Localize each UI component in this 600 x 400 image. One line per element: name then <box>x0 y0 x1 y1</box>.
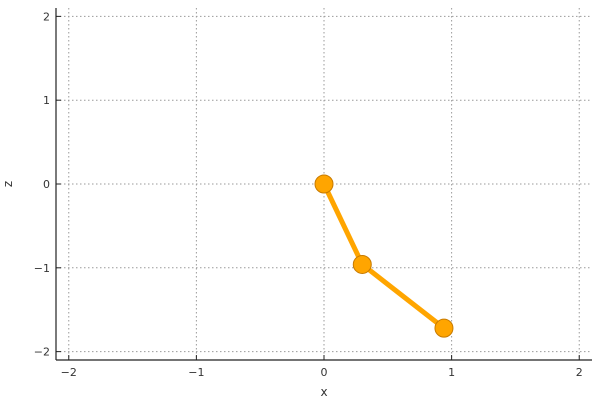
x-axis-label: x <box>320 385 327 399</box>
x-tick-label: −2 <box>61 366 77 379</box>
tick-labels: −2 −1 0 1 2 −2 −1 0 1 2 <box>34 10 583 379</box>
y-axis-label: z <box>1 181 15 187</box>
y-tick-label: 2 <box>43 10 50 23</box>
plot-area <box>314 174 454 338</box>
x-tick-label: 2 <box>576 366 583 379</box>
data-point <box>314 174 334 194</box>
data-point <box>434 318 454 338</box>
series-line <box>321 181 447 331</box>
y-tick-label: 1 <box>43 94 50 107</box>
y-tick-label: 0 <box>43 178 50 191</box>
axes <box>55 8 592 361</box>
x-tick-label: 1 <box>448 366 455 379</box>
y-tick-label: −2 <box>34 346 50 359</box>
data-point <box>352 254 372 274</box>
x-tick-label: −1 <box>188 366 204 379</box>
x-tick-label: 0 <box>321 366 328 379</box>
y-tick-label: −1 <box>34 262 50 275</box>
